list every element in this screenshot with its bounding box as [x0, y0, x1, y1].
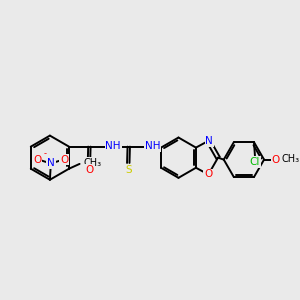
Text: O: O — [204, 169, 212, 179]
Text: NH: NH — [145, 141, 160, 151]
Text: Cl: Cl — [250, 157, 260, 167]
Text: CH₃: CH₃ — [83, 158, 101, 168]
Text: O: O — [272, 154, 280, 165]
Text: O: O — [33, 154, 41, 165]
Text: N: N — [47, 158, 55, 168]
Text: CH₃: CH₃ — [281, 154, 299, 164]
Text: NH: NH — [105, 141, 121, 151]
Text: N: N — [206, 136, 213, 146]
Text: O: O — [85, 165, 93, 175]
Text: S: S — [125, 165, 132, 175]
Text: -: - — [44, 149, 46, 158]
Text: O: O — [60, 154, 68, 165]
